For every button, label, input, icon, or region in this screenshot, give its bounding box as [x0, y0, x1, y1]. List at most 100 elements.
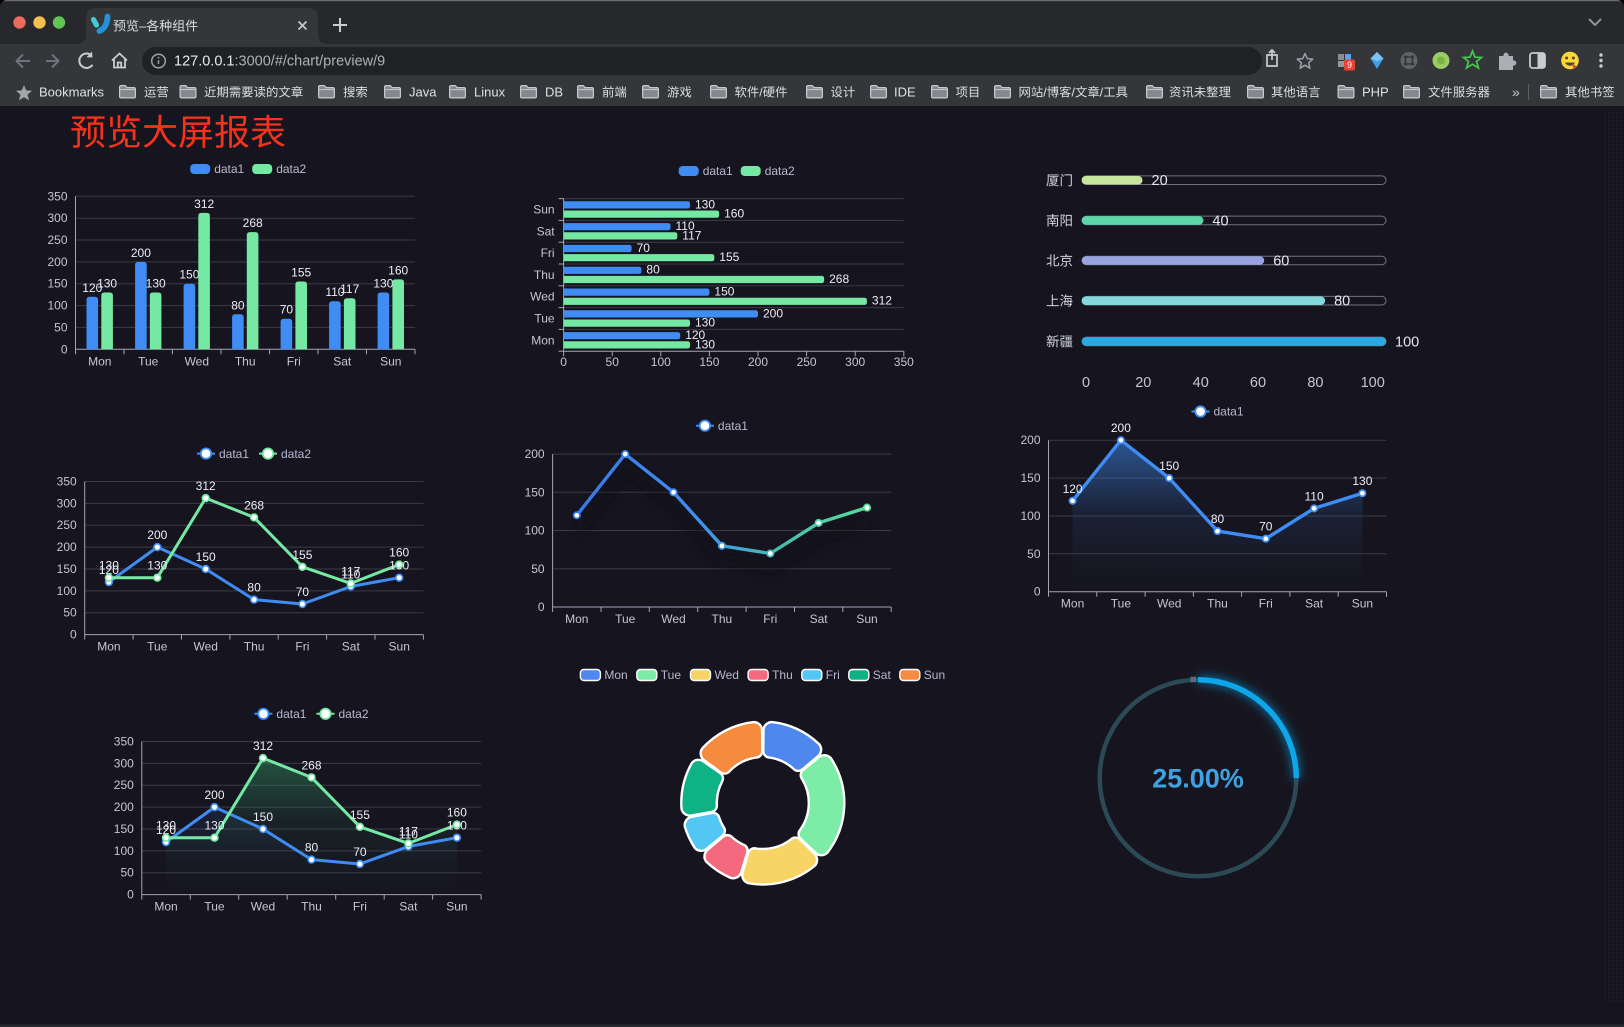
svg-text:Thu: Thu: [712, 612, 733, 626]
svg-text:Thu: Thu: [301, 900, 322, 914]
svg-text:Tue: Tue: [138, 354, 159, 368]
svg-text:Fri: Fri: [763, 612, 777, 626]
svg-text:20: 20: [1152, 173, 1168, 189]
svg-text:130: 130: [97, 277, 117, 291]
svg-text:Wed: Wed: [193, 640, 217, 654]
svg-text:Tue: Tue: [147, 640, 168, 654]
svg-text:130: 130: [99, 559, 119, 573]
svg-text:/: /: [1043, 86, 1047, 100]
svg-text:80: 80: [1307, 375, 1323, 391]
svg-text:Tue: Tue: [204, 900, 225, 914]
svg-text:Fri: Fri: [826, 668, 840, 682]
svg-text:117: 117: [341, 564, 360, 578]
svg-text:268: 268: [243, 216, 263, 230]
svg-text:110: 110: [325, 285, 344, 299]
svg-text:127.0.0.1: 127.0.0.1: [174, 54, 234, 70]
svg-text:130: 130: [695, 316, 715, 330]
svg-text:Mon: Mon: [97, 640, 120, 654]
svg-text:PHP: PHP: [1362, 85, 1389, 100]
svg-text:40: 40: [1193, 375, 1209, 391]
svg-text:data1: data1: [703, 164, 733, 178]
svg-text:160: 160: [447, 806, 467, 820]
svg-text:200: 200: [204, 788, 224, 802]
svg-text:300: 300: [845, 355, 865, 369]
svg-text:Fri: Fri: [287, 354, 301, 368]
svg-text:25.00%: 25.00%: [1152, 764, 1244, 794]
svg-text::3000/#/chart/preview/9: :3000/#/chart/preview/9: [235, 54, 386, 70]
svg-text:0: 0: [1034, 585, 1041, 599]
svg-text:Mon: Mon: [154, 900, 177, 914]
svg-text:0: 0: [1082, 375, 1090, 391]
svg-text:110: 110: [1305, 489, 1324, 503]
svg-text:Sat: Sat: [873, 668, 892, 682]
svg-text:250: 250: [797, 355, 817, 369]
svg-text:250: 250: [47, 233, 67, 247]
svg-text:Fri: Fri: [1259, 597, 1273, 611]
svg-text:312: 312: [253, 739, 273, 753]
svg-text:Thu: Thu: [1207, 597, 1228, 611]
svg-text:Wed: Wed: [1157, 597, 1181, 611]
svg-text:Sat: Sat: [810, 612, 829, 626]
svg-text:Mon: Mon: [88, 354, 111, 368]
svg-text:data1: data1: [718, 419, 748, 433]
svg-text:Fri: Fri: [353, 900, 367, 914]
svg-text:DB: DB: [545, 85, 563, 100]
svg-text:70: 70: [280, 303, 294, 317]
svg-text:Thu: Thu: [244, 640, 265, 654]
svg-text:80: 80: [646, 263, 660, 277]
svg-text:data1: data1: [219, 447, 249, 461]
svg-text:Wed: Wed: [715, 668, 739, 682]
svg-text:150: 150: [714, 285, 734, 299]
svg-text:300: 300: [57, 496, 77, 510]
svg-text:IDE: IDE: [894, 85, 916, 100]
svg-text:200: 200: [57, 540, 77, 554]
svg-text:0: 0: [61, 342, 68, 356]
svg-text:130: 130: [204, 819, 224, 833]
svg-text:200: 200: [47, 255, 67, 269]
svg-text:200: 200: [131, 246, 151, 260]
svg-text:312: 312: [196, 479, 216, 493]
svg-text:150: 150: [1159, 459, 1179, 473]
svg-text:Sun: Sun: [856, 612, 877, 626]
svg-text:130: 130: [695, 337, 715, 351]
svg-text:80: 80: [305, 841, 319, 855]
svg-text:data1: data1: [1214, 405, 1244, 419]
svg-text:120: 120: [1063, 482, 1083, 496]
svg-text:data2: data2: [276, 162, 306, 176]
svg-text:160: 160: [388, 263, 408, 277]
svg-text:100: 100: [57, 584, 77, 598]
svg-text:80: 80: [231, 298, 245, 312]
svg-text:Sun: Sun: [1352, 597, 1373, 611]
svg-text:200: 200: [763, 306, 783, 320]
svg-text:300: 300: [114, 756, 134, 770]
svg-text:Sun: Sun: [389, 640, 410, 654]
svg-text:Mon: Mon: [1061, 597, 1084, 611]
svg-text:350: 350: [894, 355, 914, 369]
svg-text:150: 150: [699, 355, 719, 369]
svg-text:200: 200: [1111, 421, 1131, 435]
svg-text:130: 130: [156, 819, 176, 833]
svg-text:20: 20: [1135, 375, 1151, 391]
svg-text:150: 150: [47, 277, 67, 291]
svg-text:Sun: Sun: [924, 668, 945, 682]
svg-text:155: 155: [292, 548, 312, 562]
svg-text:Bookmarks: Bookmarks: [39, 85, 105, 100]
svg-text:312: 312: [194, 197, 214, 211]
svg-text:120: 120: [685, 328, 705, 342]
svg-text:70: 70: [1259, 520, 1273, 534]
svg-text:data2: data2: [339, 707, 369, 721]
svg-text:Sat: Sat: [342, 640, 361, 654]
svg-text:155: 155: [719, 250, 739, 264]
svg-text:Thu: Thu: [772, 668, 793, 682]
svg-text:100: 100: [525, 524, 545, 538]
svg-text:50: 50: [54, 320, 68, 334]
svg-text:155: 155: [291, 266, 311, 280]
svg-text:200: 200: [748, 355, 768, 369]
svg-text:50: 50: [1027, 547, 1041, 561]
svg-text:117: 117: [340, 282, 359, 296]
svg-text:268: 268: [829, 272, 849, 286]
svg-text:Tue: Tue: [534, 312, 555, 326]
svg-text:Sat: Sat: [333, 354, 352, 368]
svg-text:160: 160: [389, 546, 409, 560]
svg-text:70: 70: [637, 241, 651, 255]
